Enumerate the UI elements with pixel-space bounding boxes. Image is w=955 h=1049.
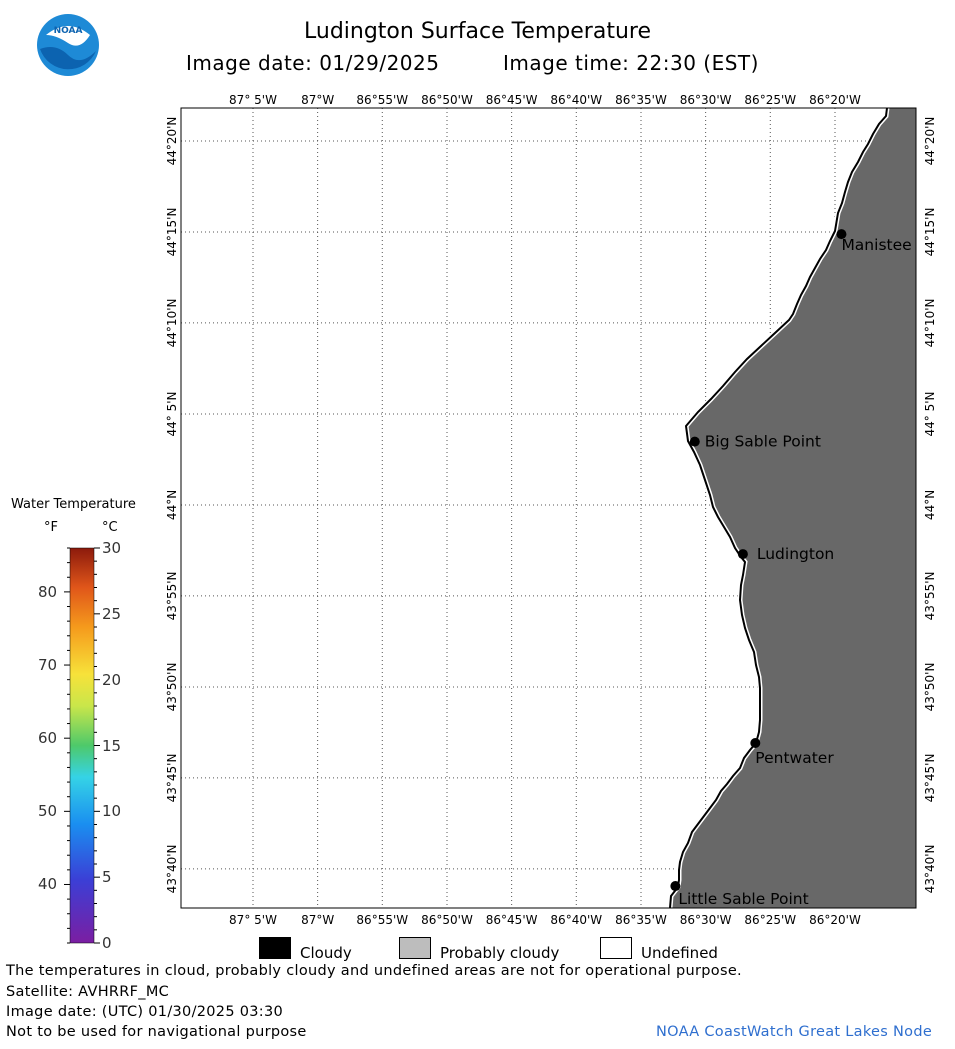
latitude-label: 43°55'N: [923, 571, 937, 620]
legend-celsius-label: 20: [102, 670, 122, 689]
place-marker: [750, 737, 761, 748]
longitude-label: 86°55'W: [356, 913, 408, 927]
longitude-label: 87°W: [301, 93, 334, 107]
undefined-swatch: [600, 937, 632, 959]
image-time: Image time: 22:30 (EST): [503, 51, 759, 75]
legend-fahrenheit-label: 70: [38, 656, 58, 675]
latitude-label: 43°50'N: [923, 663, 937, 712]
latitude-label: 44°N: [165, 490, 179, 520]
legend-celsius-label: 30: [102, 539, 122, 557]
temperature-colorbar: [64, 547, 100, 944]
legend-celsius-label: 0: [102, 934, 112, 952]
latitude-label: 44° 5'N: [165, 391, 179, 436]
longitude-label: 86°50'W: [421, 913, 473, 927]
longitude-label: 86°35'W: [615, 913, 667, 927]
latitude-label: 44° 5'N: [923, 391, 937, 436]
latitude-label: 44°10'N: [923, 299, 937, 348]
disclaimer-text: The temperatures in cloud, probably clou…: [6, 963, 742, 979]
latitude-labels-right: 44°20'N 44°15'N 44°10'N 44° 5'N 44°N 43°55'N 4…: [923, 117, 937, 894]
legend-unit-f: °F: [44, 520, 58, 535]
noaa-logo: NOAA: [36, 13, 100, 77]
longitude-label: 86°30'W: [680, 913, 732, 927]
place-label: Little Sable Point: [678, 890, 808, 908]
latitude-label: 43°50'N: [165, 663, 179, 712]
legend-title: Water Temperature: [11, 497, 136, 512]
legend-celsius-label: 10: [102, 802, 122, 821]
land-area: [670, 108, 916, 908]
legend-celsius-label: 15: [102, 736, 122, 755]
longitude-label: 86°40'W: [550, 93, 602, 107]
latitude-label: 44°20'N: [923, 117, 937, 166]
longitude-label: 86°55'W: [356, 93, 408, 107]
cloudy-swatch: [259, 937, 291, 959]
longitude-labels-top: 87° 5'W 87°W 86°55'W 86°50'W 86°45'W 86°40'W 8…: [229, 93, 861, 107]
latitude-label: 44°15'N: [923, 208, 937, 257]
latitude-label: 43°40'N: [923, 844, 937, 893]
legend-celsius-label: 25: [102, 604, 122, 623]
longitude-label: 86°50'W: [421, 93, 473, 107]
cloudy-label: Cloudy: [300, 944, 352, 962]
legend-celsius-label: 5: [102, 868, 112, 887]
place-label: Pentwater: [755, 749, 834, 767]
place-marker: [836, 229, 847, 240]
longitude-label: 86°45'W: [486, 93, 538, 107]
navigation-note: Not to be used for navigational purpose: [6, 1024, 307, 1040]
place-label: Manistee: [841, 236, 911, 254]
longitude-label: 87° 5'W: [229, 913, 277, 927]
probably-cloudy-label: Probably cloudy: [440, 944, 560, 962]
coastline: [669, 107, 888, 909]
place-marker: [670, 881, 681, 892]
map-canvas: 87° 5'W 87°W 86°55'W 86°50'W 86°45'W 86°40'W 8…: [165, 93, 937, 927]
latitude-label: 43°45'N: [165, 754, 179, 803]
place-label: Ludington: [757, 545, 834, 563]
place-marker: [737, 549, 748, 560]
utc-date-text: Image date: (UTC) 01/30/2025 03:30: [6, 1004, 284, 1020]
longitude-label: 86°20'W: [809, 913, 861, 927]
latitude-labels-left: 44°20'N 44°15'N 44°10'N 44° 5'N 44°N 43°55'N 4…: [165, 117, 179, 894]
legend-fahrenheit-label: 40: [38, 875, 58, 894]
longitude-label: 86°40'W: [550, 913, 602, 927]
longitude-label: 86°25'W: [744, 93, 796, 107]
page-title: Ludington Surface Temperature: [304, 19, 651, 44]
place-label: Big Sable Point: [705, 433, 821, 451]
latitude-label: 43°55'N: [165, 571, 179, 620]
longitude-label: 87° 5'W: [229, 93, 277, 107]
satellite-text: Satellite: AVHRRF_MC: [6, 984, 170, 1000]
latitude-label: 43°40'N: [165, 844, 179, 893]
legend-fahrenheit-label: 60: [38, 729, 58, 748]
map-frame: [180, 107, 917, 909]
logo-text: NOAA: [54, 26, 83, 36]
place-markers: Manistee Big Sable Point Ludington Pentwate…: [670, 229, 912, 908]
latitude-label: 44°N: [923, 490, 937, 520]
legend-fahrenheit-label: 50: [38, 802, 58, 821]
legend-fahrenheit-label: 80: [38, 582, 58, 601]
credit-link[interactable]: NOAA CoastWatch Great Lakes Node: [656, 1024, 933, 1040]
longitude-label: 86°20'W: [809, 93, 861, 107]
probably-cloudy-swatch: [399, 937, 431, 959]
place-marker: [689, 436, 700, 447]
latitude-label: 43°45'N: [923, 754, 937, 803]
longitude-labels-bottom: 87° 5'W 87°W 86°55'W 86°50'W 86°45'W 86°40'W 8…: [229, 913, 861, 927]
undefined-label: Undefined: [641, 944, 718, 962]
longitude-label: 87°W: [301, 913, 334, 927]
longitude-label: 86°35'W: [615, 93, 667, 107]
longitude-label: 86°30'W: [680, 93, 732, 107]
latitude-label: 44°15'N: [165, 208, 179, 257]
latitude-label: 44°10'N: [165, 299, 179, 348]
longitude-label: 86°45'W: [486, 913, 538, 927]
legend-unit-c: °C: [102, 520, 118, 535]
longitude-label: 86°25'W: [744, 913, 796, 927]
latitude-label: 44°20'N: [165, 117, 179, 166]
image-date: Image date: 01/29/2025: [186, 51, 440, 75]
